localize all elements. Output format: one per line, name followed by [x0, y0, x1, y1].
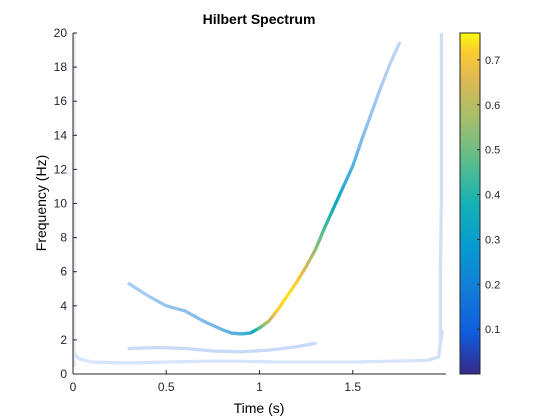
- y-tick-label: 2: [60, 333, 67, 347]
- spectrum-series-3: [127, 341, 318, 354]
- y-axis-label: Frequency (Hz): [33, 155, 49, 251]
- spectrum-ridges: [73, 33, 444, 368]
- y-tick-label: 8: [60, 231, 67, 245]
- y-tick-label: 20: [54, 26, 68, 40]
- y-tick-label: 0: [60, 367, 67, 381]
- spectrum-series-2: [73, 329, 444, 365]
- y-tick-label: 14: [54, 128, 68, 142]
- y-tick-label: 4: [60, 299, 67, 313]
- y-tick-label: 12: [54, 162, 68, 176]
- y-tick-label: 10: [54, 197, 68, 211]
- x-tick-label: 0: [70, 380, 77, 394]
- spectrum-series-1: [127, 41, 401, 336]
- colorbar-scale: [459, 32, 481, 375]
- chart-title: Hilbert Spectrum: [203, 11, 316, 27]
- y-tick-label: 18: [54, 60, 68, 74]
- colorbar-tick-label: 0.7: [485, 55, 500, 67]
- axes: 0 0.5 1 1.5 0 2 4 6 8 10 12 14 16 18 20: [54, 26, 446, 394]
- x-axis-label: Time (s): [234, 400, 285, 416]
- spectrum-series-4: [438, 33, 443, 342]
- x-tick-label: 1.5: [344, 380, 361, 394]
- x-tick-label: 0.5: [158, 380, 175, 394]
- x-tick-label: 1: [256, 380, 263, 394]
- colorbar-tick-label: 0.1: [485, 324, 500, 336]
- colorbar: 0.1 0.2 0.3 0.4 0.5 0.6 0.7: [459, 32, 500, 375]
- plot-background: [73, 33, 446, 374]
- y-tick-label: 6: [60, 265, 67, 279]
- y-tick-label: 16: [54, 94, 68, 108]
- colorbar-tick-label: 0.4: [485, 190, 500, 202]
- colorbar-tick-label: 0.2: [485, 279, 500, 291]
- plot-area: [73, 33, 446, 374]
- colorbar-tick-label: 0.5: [485, 145, 500, 157]
- colorbar-tick-label: 0.6: [485, 100, 500, 112]
- colorbar-tick-label: 0.3: [485, 234, 500, 246]
- ridge-segment: [396, 41, 401, 48]
